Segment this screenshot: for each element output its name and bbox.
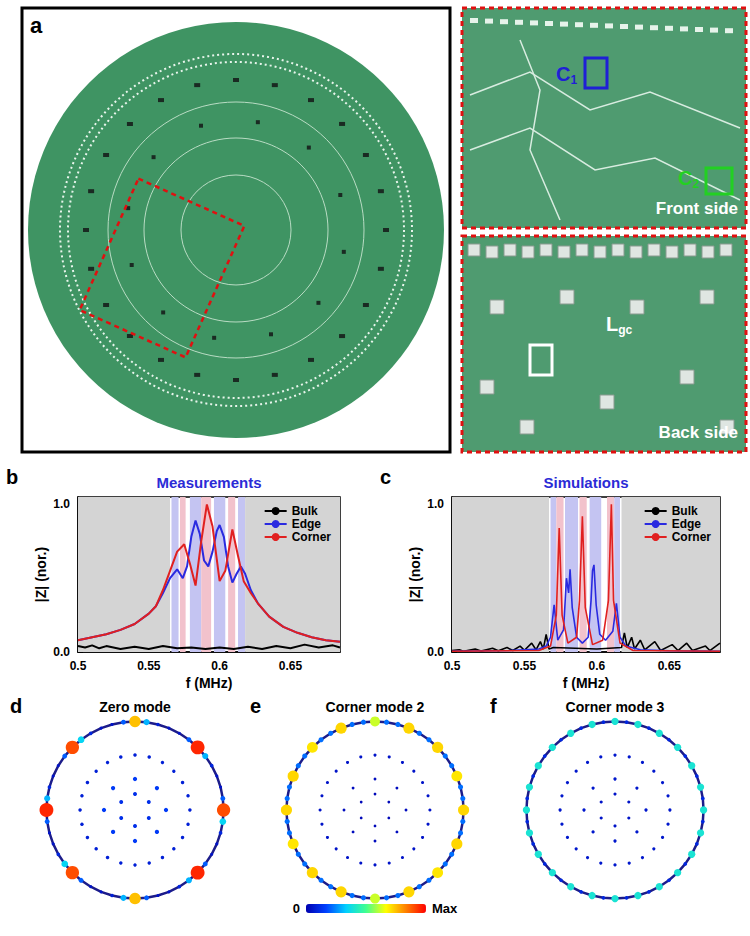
- svg-text:Edge: Edge: [292, 517, 322, 531]
- svg-text:0: 0: [293, 901, 300, 916]
- svg-text:Simulations: Simulations: [543, 474, 628, 491]
- svg-text:Corner: Corner: [672, 530, 712, 544]
- svg-text:1: 1: [570, 73, 577, 87]
- svg-text:0.0: 0.0: [53, 645, 70, 659]
- svg-text:Edge: Edge: [672, 517, 702, 531]
- svg-text:f: f: [490, 695, 497, 717]
- svg-text:2: 2: [692, 177, 699, 191]
- svg-text:Back side: Back side: [659, 423, 738, 442]
- svg-text:Corner mode 3: Corner mode 3: [566, 699, 665, 715]
- svg-text:c: c: [380, 466, 391, 488]
- svg-text:0.65: 0.65: [658, 659, 682, 673]
- svg-text:|Z| (nor.): |Z| (nor.): [407, 547, 423, 602]
- svg-text:Corner: Corner: [292, 530, 332, 544]
- svg-text:Front side: Front side: [656, 199, 738, 218]
- svg-text:Bulk: Bulk: [292, 504, 318, 518]
- svg-text:C: C: [678, 167, 692, 189]
- svg-text:0.6: 0.6: [211, 659, 228, 673]
- svg-text:Max: Max: [432, 901, 458, 916]
- svg-text:0.6: 0.6: [589, 659, 606, 673]
- svg-text:a: a: [30, 13, 43, 38]
- svg-text:Measurements: Measurements: [156, 474, 261, 491]
- svg-text:L: L: [606, 313, 618, 335]
- svg-text:Corner mode 2: Corner mode 2: [326, 699, 425, 715]
- svg-text:C: C: [556, 63, 570, 85]
- svg-text:0.0: 0.0: [427, 645, 444, 659]
- svg-text:0.55: 0.55: [513, 659, 537, 673]
- svg-text:d: d: [10, 695, 22, 717]
- svg-text:Bulk: Bulk: [672, 504, 698, 518]
- svg-text:Zero mode: Zero mode: [99, 699, 171, 715]
- svg-text:f (MHz): f (MHz): [563, 675, 610, 691]
- svg-text:0.5: 0.5: [444, 659, 461, 673]
- svg-text:e: e: [250, 695, 261, 717]
- svg-text:0.65: 0.65: [279, 659, 303, 673]
- svg-text:0.55: 0.55: [137, 659, 161, 673]
- svg-text:gc: gc: [618, 323, 632, 337]
- svg-text:|Z| (nor.): |Z| (nor.): [33, 547, 49, 602]
- svg-text:f (MHz): f (MHz): [186, 675, 233, 691]
- svg-text:b: b: [6, 466, 18, 488]
- svg-text:0.5: 0.5: [70, 659, 87, 673]
- svg-text:1.0: 1.0: [427, 497, 444, 511]
- svg-text:1.0: 1.0: [53, 497, 70, 511]
